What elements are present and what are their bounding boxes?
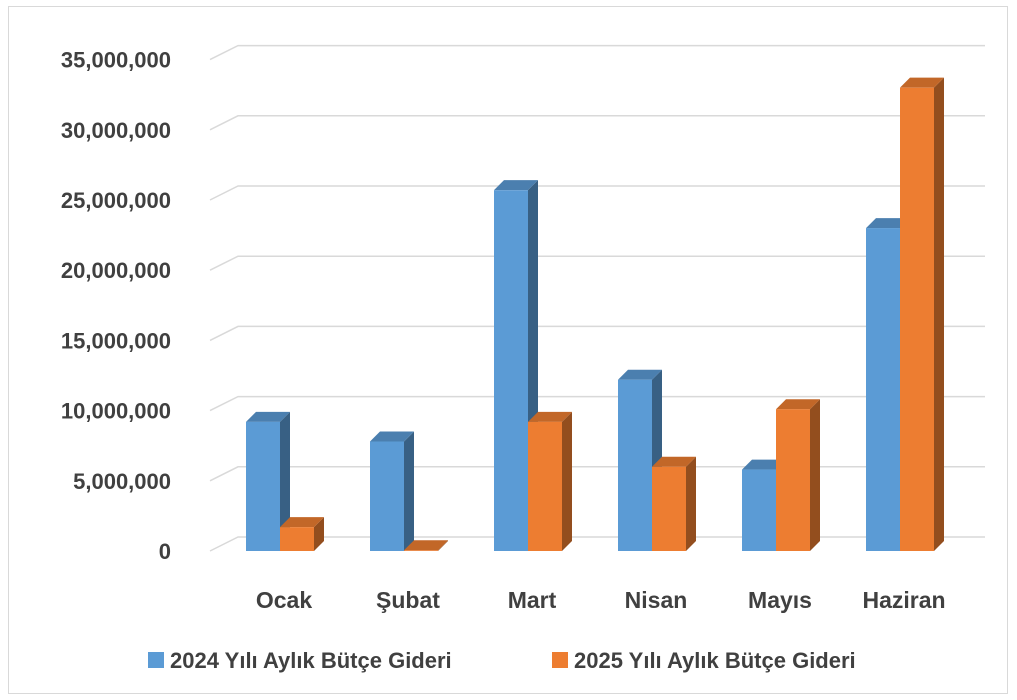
bar-front [280,527,314,551]
x-tick-label: Mayıs [748,587,812,613]
gridline [209,395,985,412]
legend-label: 2024 Yılı Aylık Bütçe Gideri [170,648,452,673]
bar-2025-0 [280,517,324,551]
y-tick-label: 10,000,000 [61,399,171,424]
x-tick-label: Haziran [862,587,945,613]
bar-front [866,228,900,551]
bar-side [686,456,696,551]
bar-top [900,77,944,88]
bar-front [900,87,934,552]
y-tick-label: 20,000,000 [61,258,171,283]
legend-swatch [148,652,164,668]
bar-side [314,517,324,551]
bar-2024-3 [618,369,662,551]
gridline [209,466,985,482]
bar-side [562,411,572,551]
bar-front [742,469,776,551]
bar-top [370,431,414,442]
y-tick-label: 0 [159,539,171,564]
bar-top [494,180,538,191]
bar-front [652,466,686,551]
legend: 2024 Yılı Aylık Bütçe Gideri 2025 Yılı Ay… [148,648,856,673]
bar-top [866,218,910,229]
x-tick-label: Ocak [256,587,312,613]
gridline [209,44,985,61]
bar-side [934,77,944,552]
legend-swatch [552,652,568,668]
y-tick-label: 35,000,000 [61,48,171,73]
y-tick-label: 25,000,000 [61,188,171,213]
bar-side [438,540,448,551]
bar-2024-2 [494,180,538,551]
gridline [209,185,985,201]
bar-2024-1 [370,431,414,551]
y-tick-label: 15,000,000 [61,328,171,353]
bar-2024-0 [246,411,290,551]
bar-front [246,421,280,551]
bar-front [776,409,810,551]
bar-top [528,411,572,422]
bar-side [280,411,290,551]
bar-2025-1 [404,540,448,551]
bar-2025-3 [652,456,696,551]
legend-label: 2025 Yılı Aylık Bütçe Gideri [574,648,856,673]
bar-2025-5 [900,77,944,552]
bar-top [404,540,448,551]
gridline [209,115,985,131]
bar-side [404,431,414,551]
gridline [209,325,985,342]
y-axis: 0 5,000,000 10,000,000 15,000,000 20,000,000… [61,48,171,564]
bar-front [528,421,562,551]
bar-top [652,456,696,467]
y-tick-label: 30,000,000 [61,118,171,143]
bar-top [618,369,662,380]
x-tick-label: Nisan [625,587,688,613]
bar-top [776,399,820,410]
bar-front [404,550,438,551]
bar-top [280,517,324,528]
bar-2025-4 [776,399,820,551]
bar-2025-2 [528,411,572,551]
bar-top [246,411,290,422]
bar-side [810,399,820,551]
gridline [209,536,985,552]
bars-layer [246,77,944,552]
x-axis: Ocak Şubat Mart Nisan Mayıs Haziran [256,587,946,613]
bar-front [494,190,528,551]
x-tick-label: Şubat [376,587,440,613]
x-tick-label: Mart [508,587,557,613]
bar-top [742,459,786,470]
y-tick-label: 5,000,000 [73,469,171,494]
bar-front [618,379,652,551]
grid-layer [209,44,985,552]
gridline [209,255,985,271]
bar-front [370,441,404,551]
